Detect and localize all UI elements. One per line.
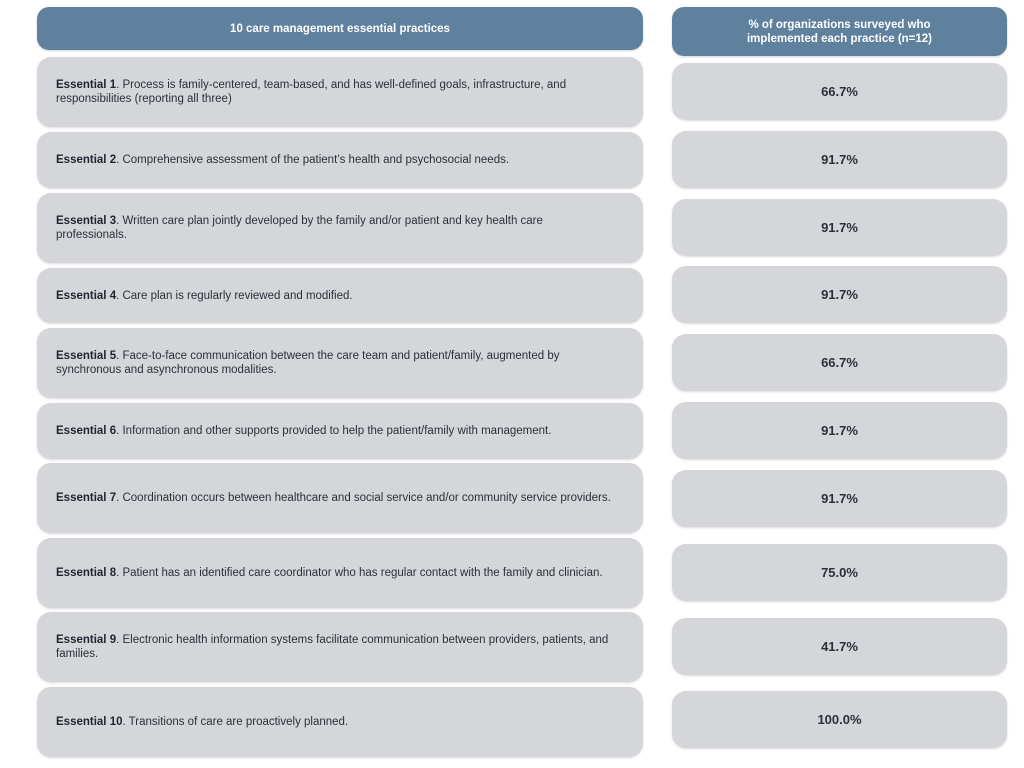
practice-text-6: Essential 6. Information and other suppo… [56, 424, 551, 438]
practice-text-7: Essential 7. Coordination occurs between… [56, 491, 611, 505]
practice-label-4: Essential 4 [56, 289, 117, 302]
percent-cell-5: 66.7% [672, 334, 1007, 391]
percent-value-2: 91.7% [821, 152, 858, 167]
practice-text-5: Essential 5. Face-to-face communication … [56, 349, 615, 377]
practice-desc-8: . Patient has an identified care coordin… [116, 567, 603, 579]
practice-text-10: Essential 10. Transitions of care are pr… [56, 715, 348, 729]
percent-value-5: 66.7% [821, 355, 858, 370]
practice-desc-6: . Information and other supports provide… [116, 425, 552, 437]
practice-cell-10: Essential 10. Transitions of care are pr… [37, 687, 643, 757]
header-practices: 10 care management essential practices [37, 7, 643, 50]
percent-cell-6: 91.7% [672, 402, 1007, 459]
practice-text-3: Essential 3. Written care plan jointly d… [56, 214, 615, 242]
practice-cell-6: Essential 6. Information and other suppo… [37, 403, 643, 459]
practice-text-4: Essential 4. Care plan is regularly revi… [56, 289, 353, 303]
percent-cell-1: 66.7% [672, 63, 1007, 120]
practice-desc-1: . Process is family-centered, team-based… [56, 79, 567, 105]
practice-text-2: Essential 2. Comprehensive assessment of… [56, 153, 509, 167]
practice-desc-5: . Face-to-face communication between the… [56, 350, 560, 376]
practice-label-8: Essential 8 [56, 567, 117, 579]
practice-cell-9: Essential 9. Electronic health informati… [37, 612, 643, 682]
practice-text-1: Essential 1. Process is family-centered,… [56, 78, 615, 106]
header-practices-label: 10 care management essential practices [230, 22, 450, 35]
header-percent-line1: % of organizations surveyed who [748, 18, 931, 31]
practice-label-1: Essential 1 [56, 79, 117, 91]
percent-cell-8: 75.0% [672, 544, 1007, 601]
practice-label-9: Essential 9 [56, 634, 117, 646]
percent-value-4: 91.7% [821, 287, 858, 302]
practice-desc-7: . Coordination occurs between healthcare… [116, 492, 611, 504]
practice-desc-2: . Comprehensive assessment of the patien… [116, 154, 510, 166]
header-percent: % of organizations surveyed who implemen… [672, 7, 1007, 56]
practice-cell-2: Essential 2. Comprehensive assessment of… [37, 132, 643, 188]
percent-value-1: 66.7% [821, 84, 858, 99]
percent-value-10: 100.0% [817, 712, 862, 727]
practice-cell-4: Essential 4. Care plan is regularly revi… [37, 268, 643, 323]
percent-cell-4: 91.7% [672, 266, 1007, 323]
percent-value-7: 91.7% [821, 491, 858, 506]
percent-cell-2: 91.7% [672, 131, 1007, 188]
percent-cell-7: 91.7% [672, 470, 1007, 527]
practice-desc-3: . Written care plan jointly developed by… [56, 215, 543, 241]
practice-cell-3: Essential 3. Written care plan jointly d… [37, 193, 643, 263]
percent-value-9: 41.7% [821, 639, 858, 654]
practice-label-2: Essential 2 [56, 154, 117, 166]
header-percent-label: % of organizations surveyed who implemen… [747, 18, 932, 46]
practice-cell-7: Essential 7. Coordination occurs between… [37, 463, 643, 533]
percent-value-8: 75.0% [821, 565, 858, 580]
percent-value-6: 91.7% [821, 423, 858, 438]
percent-value-3: 91.7% [821, 220, 858, 235]
practice-desc-4: . Care plan is regularly reviewed and mo… [116, 289, 353, 302]
practice-label-6: Essential 6 [56, 425, 117, 437]
practice-label-3: Essential 3 [56, 215, 117, 227]
practice-desc-10: . Transitions of care are proactively pl… [122, 716, 349, 728]
practice-cell-5: Essential 5. Face-to-face communication … [37, 328, 643, 398]
practice-cell-1: Essential 1. Process is family-centered,… [37, 57, 643, 127]
percent-cell-9: 41.7% [672, 618, 1007, 675]
header-percent-line2: implemented each practice (n=12) [746, 32, 933, 45]
practice-label-5: Essential 5 [56, 350, 117, 362]
practice-cell-8: Essential 8. Patient has an identified c… [37, 538, 643, 608]
practice-text-8: Essential 8. Patient has an identified c… [56, 566, 603, 580]
practice-label-7: Essential 7 [56, 492, 117, 504]
percent-cell-10: 100.0% [672, 691, 1007, 748]
practice-label-10: Essential 10 [56, 716, 123, 728]
practice-text-9: Essential 9. Electronic health informati… [56, 633, 615, 661]
percent-cell-3: 91.7% [672, 199, 1007, 256]
practice-desc-9: . Electronic health information systems … [56, 634, 609, 660]
